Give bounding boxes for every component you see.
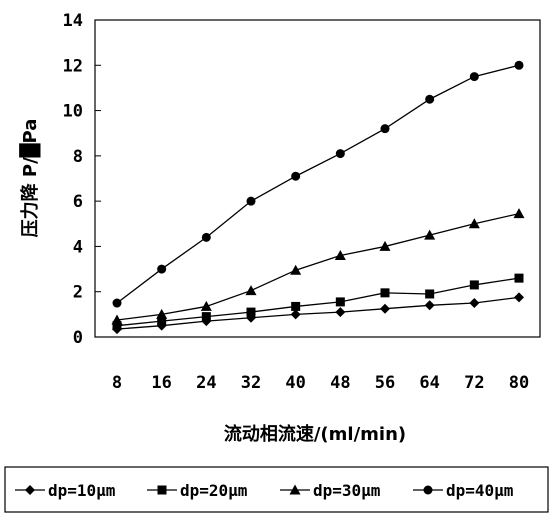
series-3: [111, 208, 525, 325]
legend-box: [4, 466, 549, 513]
y-tick-label: 8: [73, 147, 83, 167]
data-point: [425, 94, 435, 104]
data-point: [201, 312, 211, 322]
legend-entry: dp=10μm: [15, 481, 116, 500]
legend-marker: [157, 485, 167, 495]
data-point: [290, 264, 302, 275]
data-point: [469, 298, 480, 309]
data-point: [334, 249, 346, 260]
data-point: [514, 60, 524, 70]
data-point: [291, 301, 301, 311]
data-point: [111, 314, 123, 325]
series-line: [116, 296, 520, 330]
data-point: [380, 288, 390, 298]
data-point: [380, 124, 390, 134]
x-tick-label: 64: [419, 373, 439, 393]
data-point: [469, 72, 479, 82]
x-tick-label: 40: [285, 373, 305, 393]
plot-frame: [94, 19, 541, 338]
data-point: [290, 309, 301, 320]
data-point: [469, 280, 479, 290]
x-tick-label: 72: [464, 373, 484, 393]
y-tick-label: 10: [63, 102, 83, 122]
x-tick-label: 48: [330, 373, 350, 393]
data-point: [468, 218, 480, 229]
legend: dp=10μm dp=20μm dp=30μm dp=40μm: [4, 466, 549, 513]
series-line: [116, 212, 520, 321]
plot-area: [94, 19, 541, 338]
x-axis-title: 流动相流速/(ml/min): [224, 423, 406, 445]
y-tick-label: 14: [63, 11, 83, 31]
data-point: [335, 149, 345, 159]
data-point: [424, 300, 435, 311]
x-tick-label: 80: [509, 373, 529, 393]
legend-marker: [423, 485, 433, 495]
legend-marker: [25, 485, 35, 495]
y-tick-label: 2: [73, 283, 83, 303]
series-2: [112, 273, 524, 331]
data-point: [514, 273, 524, 283]
data-point: [201, 232, 211, 242]
data-point: [335, 307, 346, 318]
x-tick-label: 24: [196, 373, 216, 393]
y-tick-labels: 0 2 4 6 8 10 12 14: [63, 11, 83, 348]
data-point: [157, 264, 167, 274]
data-point: [200, 300, 212, 311]
data-point: [380, 303, 390, 314]
y-tick-label: 4: [73, 237, 83, 257]
data-point: [246, 196, 256, 206]
legend-label: dp=10μm: [48, 481, 116, 500]
x-tick-label: 32: [241, 373, 261, 393]
data-point: [112, 298, 122, 308]
series-4: [112, 60, 524, 308]
data-point: [245, 285, 257, 296]
y-tick-label: 0: [73, 328, 83, 348]
y-axis-title: 压力降 P/█Pa: [19, 119, 41, 238]
legend-entry: dp=20μm: [147, 481, 248, 500]
legend-entry: dp=40μm: [413, 481, 514, 500]
data-point: [379, 240, 391, 251]
data-point: [291, 171, 301, 181]
data-point: [335, 297, 345, 307]
data-point: [157, 316, 167, 326]
data-point: [513, 208, 525, 219]
data-point: [514, 292, 524, 303]
data-point: [425, 289, 435, 299]
series-line: [116, 277, 520, 327]
series-line: [116, 64, 520, 304]
legend-label: dp=40μm: [446, 481, 514, 500]
x-tick-label: 56: [375, 373, 395, 393]
x-tick-labels: 8 16 24 32 40 48 56 64 72 80: [112, 373, 529, 393]
data-point: [246, 307, 256, 317]
legend-marker: [289, 484, 301, 495]
x-tick-label: 16: [151, 373, 171, 393]
data-point: [156, 308, 168, 319]
legend-entry: dp=30μm: [280, 481, 381, 500]
y-tick-label: 6: [73, 192, 83, 212]
y-tick-label: 12: [63, 56, 83, 76]
legend-label: dp=30μm: [313, 481, 381, 500]
x-tick-label: 8: [112, 373, 122, 393]
series-1: [112, 292, 524, 335]
data-point: [112, 321, 122, 331]
legend-label: dp=20μm: [180, 481, 248, 500]
data-point: [424, 229, 436, 240]
